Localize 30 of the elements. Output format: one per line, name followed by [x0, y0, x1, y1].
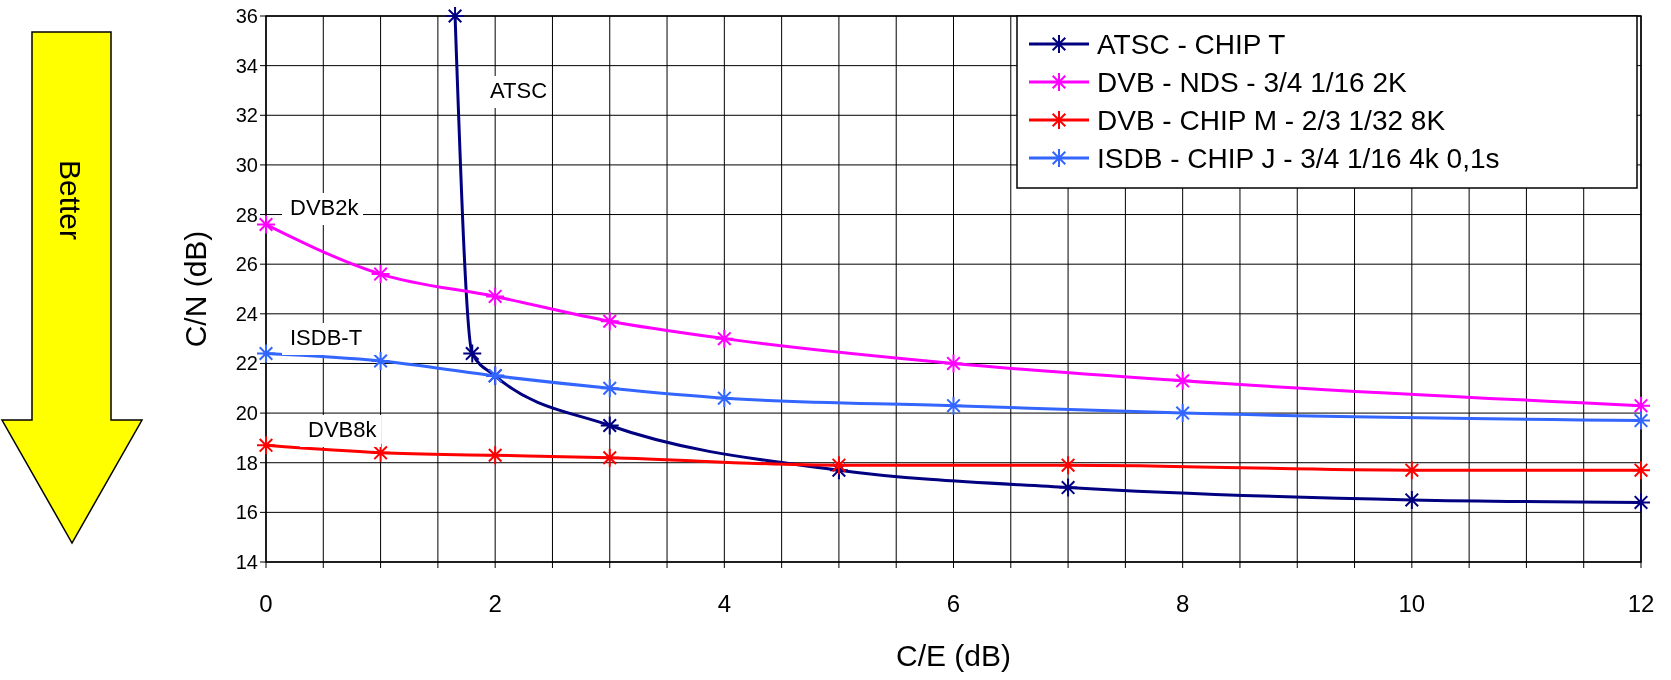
text: Better — [54, 159, 87, 241]
y-tick-label: 22 — [235, 352, 258, 375]
legend-label: ISDB - CHIP J - 3/4 1/16 4k 0,1s — [1097, 142, 1500, 174]
y-tick-label: 34 — [235, 54, 258, 77]
x-tick-label: 8 — [1175, 590, 1190, 617]
x-tick-label: 10 — [1398, 590, 1426, 617]
x-tick-label: 12 — [1627, 590, 1655, 617]
y-tick-label: 16 — [235, 501, 258, 524]
annotation: ATSC — [490, 78, 548, 103]
legend-label: DVB - CHIP M - 2/3 1/32 8K — [1097, 104, 1446, 136]
y-tick-label: 28 — [235, 203, 258, 226]
y-tick-label: 26 — [235, 253, 258, 276]
x-tick-label: 0 — [259, 590, 273, 617]
y-tick-label: 32 — [235, 104, 258, 127]
annotation: ISDB-T — [290, 325, 363, 350]
x-tick-label: 6 — [946, 590, 961, 617]
annotation: DVB8k — [308, 417, 378, 442]
legend-label: DVB - NDS - 3/4 1/16 2K — [1097, 66, 1408, 98]
y-tick-label: 18 — [235, 451, 258, 474]
annotation: DVB2k — [290, 195, 360, 220]
x-tick-label: 4 — [717, 590, 732, 617]
legend-label: ATSC - CHIP T — [1097, 28, 1286, 60]
y-axis-title: C/N (dB) — [179, 230, 212, 348]
y-tick-label: 14 — [235, 551, 258, 573]
y-tick-label: 20 — [235, 402, 258, 425]
y-tick-label: 24 — [235, 302, 258, 325]
x-tick-label: 2 — [488, 590, 502, 617]
y-tick-label: 36 — [235, 5, 258, 27]
y-tick-label: 30 — [235, 153, 258, 176]
x-axis-title: C/E (dB) — [895, 639, 1012, 672]
